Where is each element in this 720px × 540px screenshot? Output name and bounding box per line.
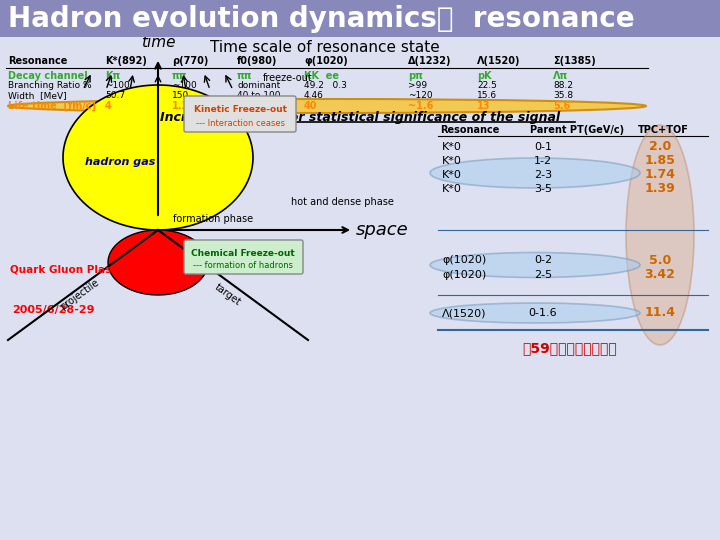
Text: 0-2: 0-2 xyxy=(534,255,552,265)
Text: 第59届东方论坛，上海: 第59届东方论坛，上海 xyxy=(523,341,617,355)
Text: K*(892): K*(892) xyxy=(105,56,147,66)
Text: Resonance: Resonance xyxy=(8,56,68,66)
Text: 35.8: 35.8 xyxy=(553,91,573,100)
Text: 15.6: 15.6 xyxy=(477,91,497,100)
Text: Time scale of resonance state: Time scale of resonance state xyxy=(210,39,440,55)
Text: Decay channel: Decay channel xyxy=(8,71,88,81)
Text: projectile: projectile xyxy=(59,278,102,312)
Text: Δ(1232): Δ(1232) xyxy=(408,56,451,66)
Text: dominant: dominant xyxy=(237,82,280,91)
Text: 4.46: 4.46 xyxy=(304,91,324,100)
Ellipse shape xyxy=(430,303,640,323)
Text: 150: 150 xyxy=(172,91,189,100)
Text: Parent PT(GeV/c): Parent PT(GeV/c) xyxy=(530,125,624,135)
FancyBboxPatch shape xyxy=(184,240,303,274)
Text: K*0: K*0 xyxy=(442,184,462,194)
Ellipse shape xyxy=(8,99,646,113)
Text: 5.0: 5.0 xyxy=(649,253,671,267)
Text: Σ(1385): Σ(1385) xyxy=(553,56,595,66)
Text: 50.7: 50.7 xyxy=(105,91,125,100)
Text: φ(1020): φ(1020) xyxy=(304,56,348,66)
Text: 4: 4 xyxy=(105,101,112,111)
Text: --- formation of hadrons: --- formation of hadrons xyxy=(193,261,293,271)
Text: 2-3: 2-3 xyxy=(534,170,552,180)
Text: --- Interaction ceases: --- Interaction ceases xyxy=(196,118,284,127)
Text: 1.3: 1.3 xyxy=(172,101,189,111)
FancyBboxPatch shape xyxy=(184,96,296,132)
Bar xyxy=(0,0,720,37)
Text: hot and dense phase: hot and dense phase xyxy=(291,197,394,207)
Text: Branching Ratio %: Branching Ratio % xyxy=(8,82,91,91)
Text: Kinetic Freeze-out: Kinetic Freeze-out xyxy=(194,105,287,114)
Text: space: space xyxy=(356,221,409,239)
Text: Λ(1520): Λ(1520) xyxy=(442,308,487,318)
Text: Quark Gluon Plasma: Quark Gluon Plasma xyxy=(10,265,130,275)
Text: formation phase: formation phase xyxy=(173,214,253,224)
Text: 1.85: 1.85 xyxy=(644,154,675,167)
Text: 2-5: 2-5 xyxy=(534,270,552,280)
Text: ππ: ππ xyxy=(172,71,187,81)
Text: ~120: ~120 xyxy=(408,91,433,100)
Text: ~100: ~100 xyxy=(105,82,130,91)
Text: 0-1.6: 0-1.6 xyxy=(528,308,557,318)
Text: Resonance: Resonance xyxy=(440,125,500,135)
Text: ~1.6: ~1.6 xyxy=(408,101,433,111)
Text: target: target xyxy=(213,282,243,308)
Text: 40: 40 xyxy=(304,101,318,111)
Text: f0(980): f0(980) xyxy=(237,56,277,66)
Text: KK  ee: KK ee xyxy=(304,71,339,81)
Text: 11.4: 11.4 xyxy=(644,307,675,320)
Ellipse shape xyxy=(430,253,640,278)
Text: hadron gas: hadron gas xyxy=(85,157,156,167)
Text: 0-1: 0-1 xyxy=(534,142,552,152)
Text: TPC+TOF: TPC+TOF xyxy=(638,125,689,135)
Text: 2.0: 2.0 xyxy=(649,140,671,153)
Polygon shape xyxy=(108,230,208,295)
Text: Increasing factor for statistical significance of the signal: Increasing factor for statistical signif… xyxy=(160,111,560,125)
Text: K*0: K*0 xyxy=(442,170,462,180)
Text: 88.2: 88.2 xyxy=(553,82,573,91)
Text: ρ(770): ρ(770) xyxy=(172,56,208,66)
Text: pπ: pπ xyxy=(408,71,423,81)
Text: K*0: K*0 xyxy=(442,142,462,152)
Text: 2005/6/28-29: 2005/6/28-29 xyxy=(12,305,94,315)
Text: 3-5: 3-5 xyxy=(534,184,552,194)
Text: φ(1020): φ(1020) xyxy=(442,255,486,265)
Text: >99: >99 xyxy=(408,82,427,91)
Text: pK: pK xyxy=(477,71,492,81)
Text: Chemical Freeze-out: Chemical Freeze-out xyxy=(191,248,295,258)
Text: ~100: ~100 xyxy=(172,82,197,91)
Text: time: time xyxy=(140,35,175,50)
Text: 40 to 100: 40 to 100 xyxy=(237,91,281,100)
Text: Width  [MeV]: Width [MeV] xyxy=(8,91,67,100)
Text: φ(1020): φ(1020) xyxy=(442,270,486,280)
Text: 5.6: 5.6 xyxy=(553,101,570,111)
Ellipse shape xyxy=(626,125,694,345)
Text: freeze-out: freeze-out xyxy=(263,73,312,83)
Polygon shape xyxy=(63,85,253,230)
Text: Life time  [fm/c]: Life time [fm/c] xyxy=(8,101,96,111)
Text: 1.39: 1.39 xyxy=(644,183,675,195)
Text: ππ: ππ xyxy=(237,71,253,81)
Text: 3.42: 3.42 xyxy=(644,268,675,281)
Text: Λπ: Λπ xyxy=(553,71,568,81)
Ellipse shape xyxy=(430,158,640,188)
Text: 49.2   0.3: 49.2 0.3 xyxy=(304,82,347,91)
Text: 1-2: 1-2 xyxy=(534,156,552,166)
Text: 22.5: 22.5 xyxy=(477,82,497,91)
Text: Λ(1520): Λ(1520) xyxy=(477,56,521,66)
Text: K*0: K*0 xyxy=(442,156,462,166)
Text: 1.74: 1.74 xyxy=(644,168,675,181)
Text: Kπ: Kπ xyxy=(105,71,120,81)
Text: Hadron evolution dynamics：  resonance: Hadron evolution dynamics： resonance xyxy=(8,5,634,33)
Text: 13: 13 xyxy=(477,101,490,111)
